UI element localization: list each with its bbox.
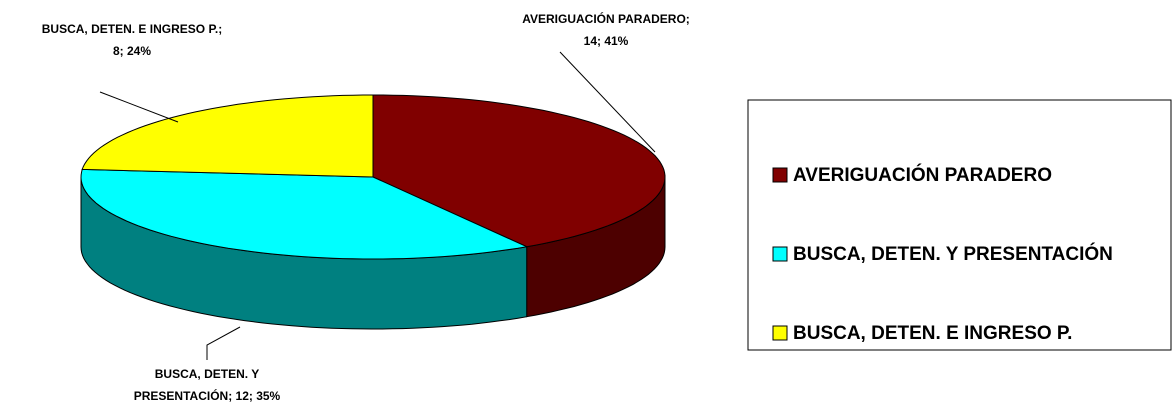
legend-label: AVERIGUACIÓN PARADERO (793, 164, 1052, 186)
legend-swatch (772, 167, 788, 183)
legend-box (747, 99, 1172, 351)
data-label: PRESENTACIÓN; 12; 35% (134, 388, 281, 403)
leader-line (99, 91, 179, 123)
legend-label: BUSCA, DETEN. Y PRESENTACIÓN (793, 243, 1113, 265)
legend-swatch (772, 325, 788, 341)
legend-label: BUSCA, DETEN. E INGRESO P. (793, 323, 1072, 344)
data-label: 8; 24% (113, 44, 151, 58)
data-label: 14; 41% (584, 34, 629, 48)
slice (81, 94, 374, 178)
leader-line (559, 51, 656, 153)
slice (372, 94, 666, 248)
data-label: BUSCA, DETEN. Y (155, 367, 259, 381)
legend-swatch (772, 246, 788, 262)
leader-line (206, 326, 241, 360)
slice (80, 168, 529, 260)
data-label: AVERIGUACIÓN PARADERO; (522, 11, 690, 26)
data-label: BUSCA, DETEN. E INGRESO P.; (42, 22, 222, 36)
